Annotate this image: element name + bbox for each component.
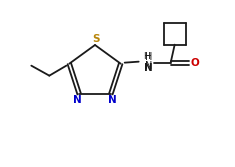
Text: N: N: [144, 63, 153, 73]
Text: S: S: [92, 34, 100, 43]
Text: N: N: [108, 95, 117, 105]
Text: O: O: [191, 58, 200, 68]
Text: H
N: H N: [145, 52, 152, 71]
Text: H: H: [143, 52, 150, 61]
Text: N: N: [73, 95, 82, 105]
